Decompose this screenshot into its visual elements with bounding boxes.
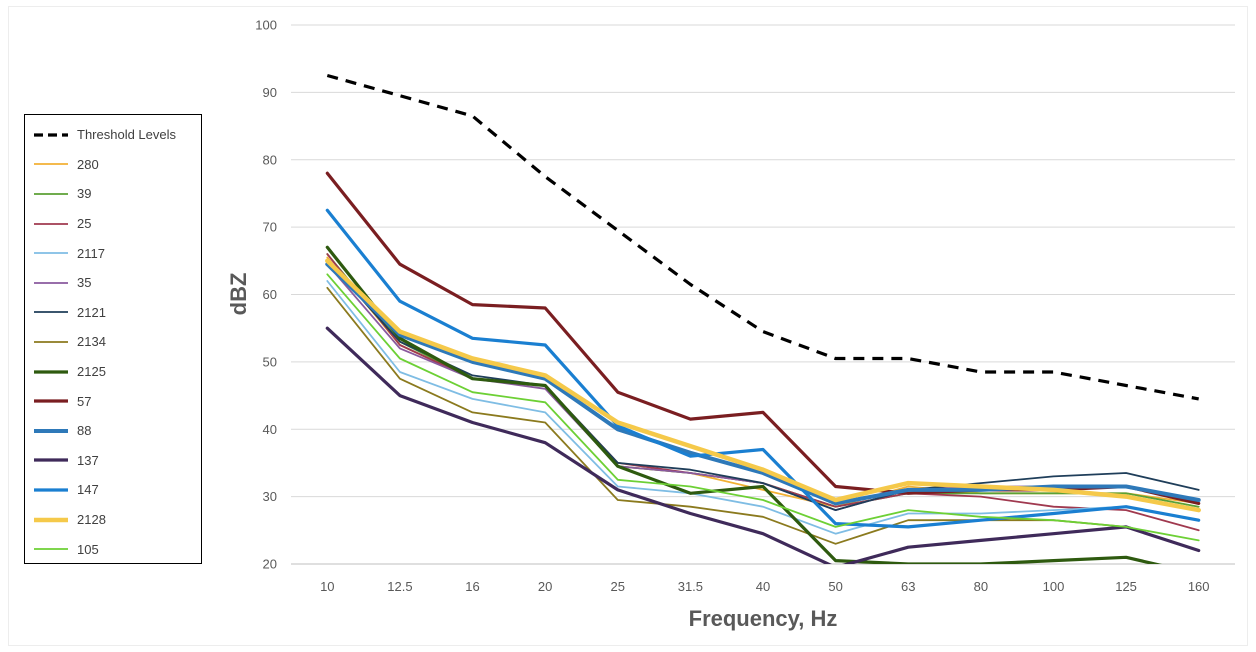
series-line-137: [325, 326, 1201, 564]
legend-swatch: [34, 517, 68, 522]
x-tick-label: 80: [974, 579, 988, 594]
y-tick-label: 30: [263, 489, 277, 504]
y-axis-title: dBZ: [226, 273, 251, 316]
x-tick-label: 10: [320, 579, 334, 594]
legend-swatch: [34, 311, 68, 314]
legend-item: 88: [25, 416, 201, 446]
legend-label: 2117: [77, 245, 105, 261]
legend-label: 88: [77, 423, 92, 439]
y-tick-label: 20: [263, 557, 277, 572]
legend-item: 105: [25, 534, 201, 564]
legend-item: 25: [25, 209, 201, 239]
series-line-88: [325, 262, 1201, 506]
series-line-2125: [325, 245, 1163, 564]
series-line-57: [325, 171, 1201, 505]
legend-label: 2134: [77, 334, 106, 350]
x-tick-label: 20: [538, 579, 552, 594]
legend-swatch: [34, 193, 68, 195]
legend-item: 2134: [25, 327, 201, 357]
x-tick-label: 40: [756, 579, 770, 594]
x-tick-label: 16: [465, 579, 479, 594]
legend-label: 2121: [77, 304, 106, 320]
y-tick-label: 100: [255, 18, 277, 33]
legend-swatch: [34, 428, 68, 433]
legend-label: 25: [77, 216, 92, 232]
y-tick-label: 90: [263, 85, 277, 100]
legend-label: Threshold Levels: [77, 127, 176, 143]
x-tick-label: 125: [1115, 579, 1137, 594]
x-tick-label: 25: [611, 579, 625, 594]
series-line-147: [325, 208, 1201, 529]
legend-label: 35: [77, 275, 92, 291]
legend-label: 137: [77, 452, 99, 468]
legend-item: 35: [25, 268, 201, 298]
x-tick-label: 50: [828, 579, 842, 594]
legend-label: 147: [77, 482, 99, 498]
legend-swatch: [34, 369, 68, 374]
series-line-threshold-levels: [326, 73, 1199, 401]
legend-item: 147: [25, 475, 201, 505]
legend-swatch: [34, 163, 68, 166]
x-tick-label: 63: [901, 579, 915, 594]
series-line-2121: [326, 259, 1200, 512]
series-line-2117: [326, 280, 1200, 535]
legend-label: 2125: [77, 364, 106, 380]
legend-item: 2121: [25, 298, 201, 328]
legend-swatch: [34, 222, 68, 225]
x-tick-label: 12.5: [387, 579, 412, 594]
y-tick-label: 70: [263, 220, 277, 235]
legend-label: 57: [77, 393, 92, 409]
x-tick-label: 100: [1043, 579, 1065, 594]
legend-item: 280: [25, 150, 201, 180]
y-tick-label: 50: [263, 354, 277, 369]
legend-swatch: [34, 548, 68, 551]
legend-label: 280: [77, 156, 99, 172]
x-axis-title: Frequency, Hz: [689, 606, 838, 631]
series-line-105: [326, 273, 1200, 542]
legend-item: Threshold Levels: [25, 120, 201, 150]
series-line-2128: [325, 258, 1201, 513]
legend-item: 57: [25, 386, 201, 416]
legend-swatch: [34, 133, 68, 137]
legend: Threshold Levels 280 39 25 2117 35 2121 2134 212…: [24, 114, 202, 564]
x-tick-labels: 10 12.5 16 20 25 31.5 40 50 63 80 100 125 160: [320, 579, 1209, 594]
grid-lines: [291, 24, 1235, 565]
legend-label: 39: [77, 186, 92, 202]
legend-label: 105: [77, 541, 99, 557]
legend-swatch: [34, 341, 68, 343]
chart-frame: [8, 6, 1248, 646]
y-tick-label: 40: [263, 422, 277, 437]
legend-item: 2125: [25, 357, 201, 387]
series-lines: [325, 73, 1201, 564]
legend-swatch: [34, 458, 68, 462]
y-tick-label: 60: [263, 287, 277, 302]
legend-swatch: [34, 488, 68, 492]
legend-item: 39: [25, 179, 201, 209]
legend-item: 137: [25, 446, 201, 476]
legend-swatch: [34, 399, 68, 403]
x-tick-label: 160: [1188, 579, 1210, 594]
y-tick-labels: 20 30 40 50 60 70 80 90 100: [255, 18, 277, 572]
legend-label: 2128: [77, 512, 106, 528]
legend-item: 2128: [25, 505, 201, 535]
legend-swatch: [34, 252, 68, 255]
legend-item: 2117: [25, 238, 201, 268]
legend-swatch: [34, 281, 68, 284]
y-tick-label: 80: [263, 152, 277, 167]
x-tick-label: 31.5: [678, 579, 703, 594]
